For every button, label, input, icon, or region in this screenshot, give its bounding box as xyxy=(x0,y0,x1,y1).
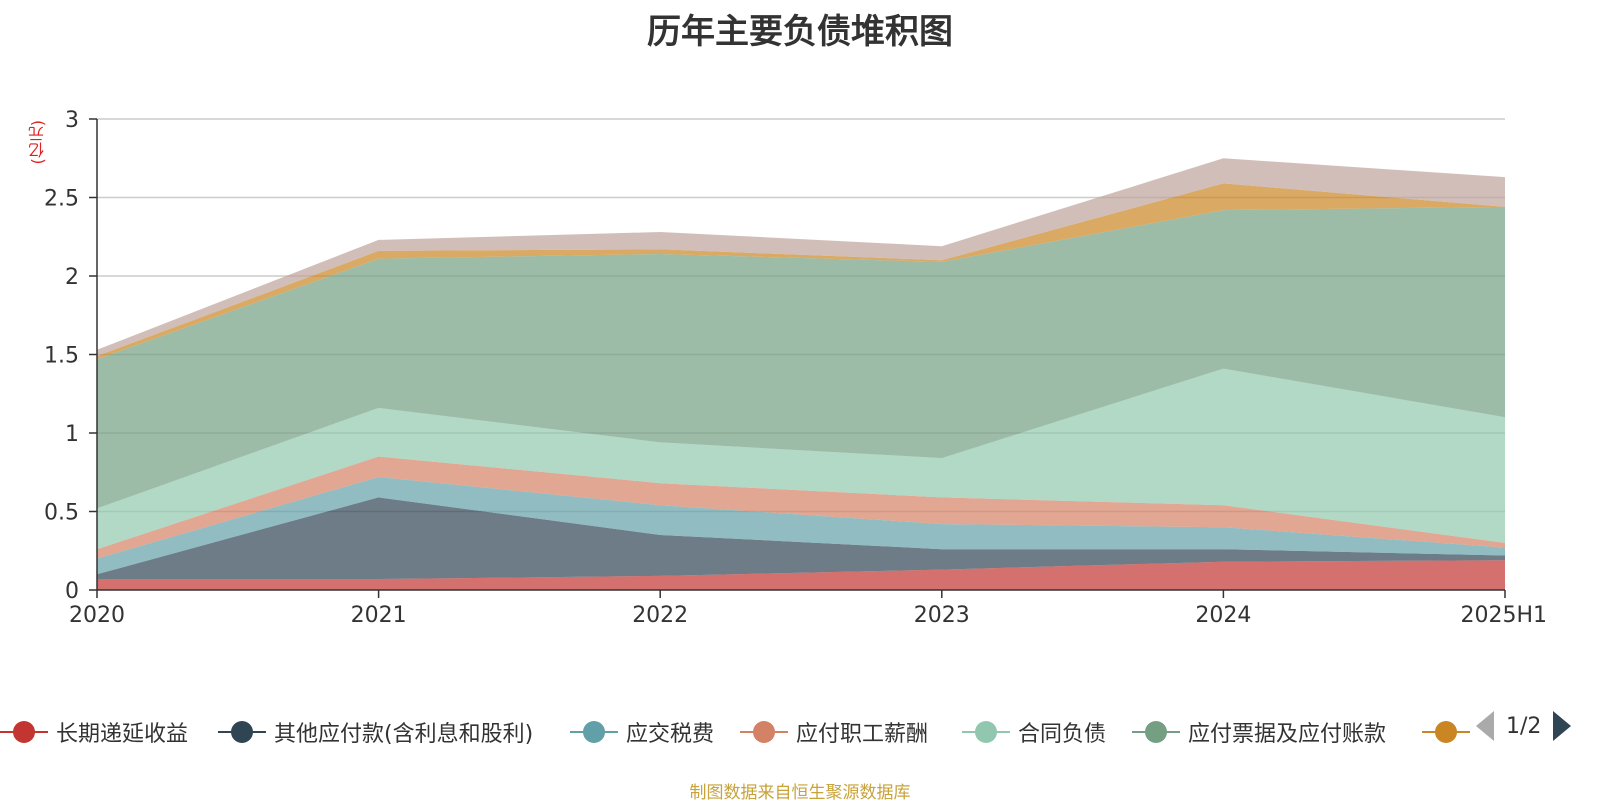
x-tick-label: 2020 xyxy=(69,603,125,628)
x-tick-label: 2023 xyxy=(914,603,970,628)
legend-swatch-icon xyxy=(570,720,618,744)
y-tick-label: 3 xyxy=(65,108,79,133)
chart-title: 历年主要负债堆积图 xyxy=(647,12,953,52)
legend-item[interactable]: 其他应付款(含利息和股利) xyxy=(218,712,533,752)
legend-label: 应交税费 xyxy=(626,722,715,747)
source-note: 制图数据来自恒生聚源数据库 xyxy=(689,783,911,803)
area-series-7[interactable] xyxy=(97,158,1505,357)
legend-prev-arrow-icon[interactable] xyxy=(1476,711,1494,741)
legend-swatch-icon xyxy=(1132,720,1180,744)
legend-label: 合同负债 xyxy=(1018,722,1107,747)
area-series-0[interactable] xyxy=(97,560,1505,590)
legend-next-arrow-icon[interactable] xyxy=(1553,711,1572,741)
legend-swatch-icon xyxy=(218,720,266,744)
area-series-6[interactable] xyxy=(97,183,1505,360)
legend-swatch-icon xyxy=(962,720,1010,744)
area-series-4[interactable] xyxy=(97,368,1505,550)
legend-pager: 1/2 xyxy=(1472,706,1572,746)
y-tick-label: 0 xyxy=(65,579,79,604)
legend-swatch-icon xyxy=(740,720,788,744)
legend-item[interactable]: 合同负债 xyxy=(962,712,1106,752)
area-series-2[interactable] xyxy=(97,477,1505,575)
legend-label: 长期递延收益 xyxy=(56,722,189,747)
y-tick-label: 1 xyxy=(65,422,79,447)
axes: 0 0.5 1 1.5 2 2.5 3 2020 2021 2022 2023 2024 2025H1 xyxy=(44,108,1547,628)
legend: 长期递延收益 其他应付款(含利息和股利) 应交税费 应付职工薪酬 合同负债 应付票据及应付… xyxy=(0,712,1600,752)
y-tick-label: 1.5 xyxy=(44,344,79,369)
area-series-3[interactable] xyxy=(97,456,1505,559)
area-series-5[interactable] xyxy=(97,206,1505,509)
x-tick-label: 2024 xyxy=(1195,603,1251,628)
stacked-area-chart: 0 0.5 1 1.5 2 2.5 3 2020 2021 2022 2023 2024 2025H1 xyxy=(44,108,1547,628)
legend-item[interactable]: 长期递延收益 xyxy=(0,712,188,752)
y-tick-label: 0.5 xyxy=(44,501,79,526)
y-tick-label: 2.5 xyxy=(44,187,79,212)
legend-label: 应付职工薪酬 xyxy=(796,722,929,747)
legend-swatch-icon xyxy=(1422,720,1470,744)
x-tick-label: 2022 xyxy=(632,603,688,628)
legend-page-indicator: 1/2 xyxy=(1506,713,1542,739)
legend-label: 其他应付款(含利息和股利) xyxy=(274,722,534,747)
y-tick-label: 2 xyxy=(65,265,79,290)
area-series xyxy=(97,158,1505,590)
legend-label: 应付票据及应付账款 xyxy=(1188,722,1387,747)
legend-item[interactable]: 应付职工薪酬 xyxy=(740,712,928,752)
legend-item[interactable]: 应交税费 xyxy=(570,712,714,752)
area-series-1[interactable] xyxy=(97,497,1505,579)
legend-swatch-icon xyxy=(0,720,48,744)
x-tick-label: 2021 xyxy=(351,603,407,628)
legend-item[interactable]: 应付票据及应付账款 xyxy=(1132,712,1386,752)
x-tick-label: 2025H1 xyxy=(1460,603,1547,628)
